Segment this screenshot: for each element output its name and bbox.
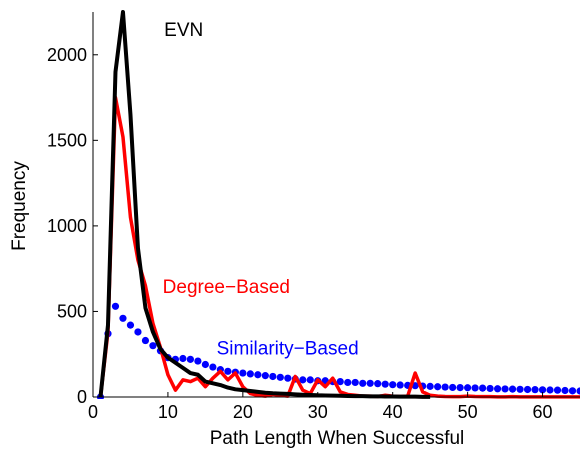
- series-point: [149, 342, 157, 350]
- series-point: [464, 384, 472, 392]
- series-point: [486, 384, 494, 393]
- series-point: [194, 357, 202, 365]
- series-point: [434, 383, 442, 391]
- series-point: [179, 354, 187, 363]
- series-point: [516, 385, 524, 393]
- y-tick-label: 0: [77, 387, 87, 407]
- y-tick-label: 500: [57, 301, 87, 321]
- series-point: [261, 372, 269, 380]
- annotation-label: EVN: [164, 20, 203, 41]
- series-point: [276, 373, 284, 381]
- series-point: [254, 371, 262, 379]
- series-point: [471, 384, 479, 392]
- x-axis-label: Path Length When Successful: [210, 428, 465, 449]
- annotation-label: Similarity−Based: [217, 338, 359, 359]
- series-point: [351, 378, 359, 387]
- series-point: [336, 378, 344, 386]
- series-point: [576, 387, 580, 395]
- series-point: [568, 387, 577, 395]
- series-point: [508, 385, 517, 393]
- series-point: [246, 370, 254, 378]
- series-point: [299, 376, 307, 384]
- series-point: [456, 383, 464, 392]
- series-point: [523, 385, 532, 394]
- series-point: [493, 385, 502, 393]
- series-point: [141, 336, 150, 345]
- series-point: [531, 386, 539, 394]
- series-point: [269, 372, 277, 381]
- series-point: [389, 381, 397, 389]
- y-tick-label: 1500: [47, 130, 87, 150]
- series-point: [449, 383, 457, 392]
- series-point: [126, 321, 135, 329]
- x-tick-label: 30: [308, 402, 328, 422]
- series-point: [239, 369, 247, 377]
- series-point: [111, 302, 120, 310]
- annotation-label: Degree−Based: [163, 277, 290, 298]
- series-point: [553, 386, 562, 394]
- series-point: [538, 386, 547, 394]
- series-point: [366, 379, 374, 387]
- x-tick-label: 50: [458, 402, 478, 422]
- x-tick-label: 40: [383, 402, 403, 422]
- series-point: [381, 380, 389, 388]
- axes-layer: 0 10 20 30 40 50 60 0 500 1000 1500 2000: [47, 12, 580, 422]
- series-point: [396, 381, 404, 389]
- series-point: [284, 374, 292, 382]
- series-point: [201, 360, 209, 369]
- series-point: [426, 382, 434, 390]
- series-point: [441, 383, 449, 391]
- series-point: [501, 385, 509, 393]
- x-tick-label: 0: [88, 402, 98, 422]
- series-point: [224, 367, 232, 375]
- y-tick-label: 1000: [47, 216, 87, 236]
- y-tick-label: 2000: [47, 45, 87, 65]
- series-similarity-based: [96, 302, 580, 399]
- series-point: [209, 363, 217, 371]
- series-line-evn: [98, 10, 431, 399]
- series-point: [374, 380, 382, 388]
- series-point: [359, 379, 367, 387]
- series-point: [186, 355, 194, 363]
- series-point: [134, 328, 142, 336]
- y-axis-label: Frequency: [9, 161, 30, 251]
- series-point: [479, 384, 487, 392]
- series-point: [306, 376, 314, 384]
- series-point: [546, 386, 554, 394]
- annotations-layer: EVN Degree−Based Similarity−Based: [163, 20, 359, 359]
- series-point: [344, 378, 352, 387]
- x-tick-label: 20: [233, 402, 253, 422]
- series-point: [561, 386, 569, 395]
- x-tick-label: 10: [158, 402, 178, 422]
- series-point: [119, 314, 127, 322]
- x-tick-label: 60: [533, 402, 553, 422]
